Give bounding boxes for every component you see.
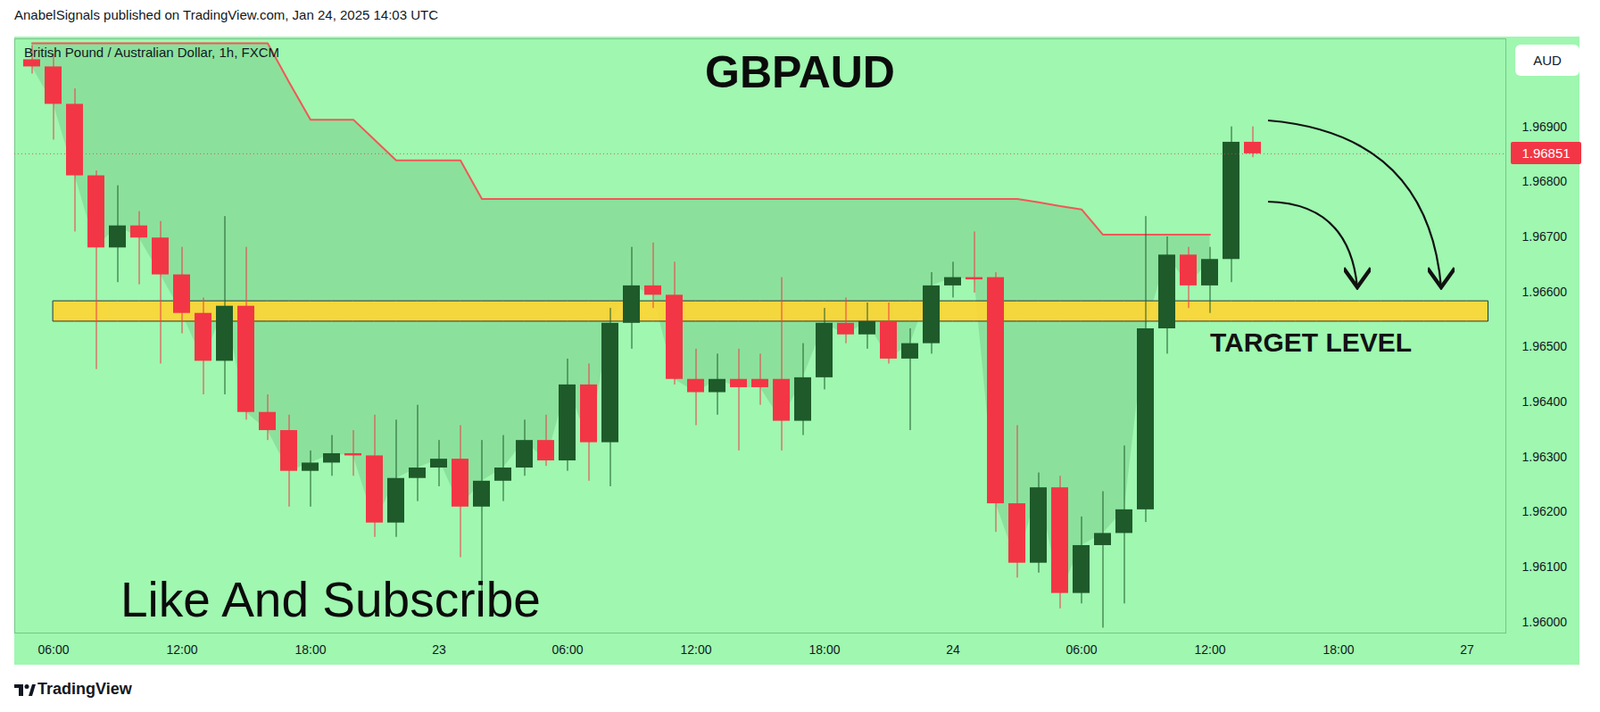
svg-text:1.96600: 1.96600 <box>1522 284 1568 299</box>
svg-text:18:00: 18:00 <box>1322 642 1354 657</box>
svg-text:1.96200: 1.96200 <box>1522 504 1568 519</box>
svg-text:1.96900: 1.96900 <box>1522 119 1568 134</box>
html-text:1.96851: 1.96851 <box>1521 145 1571 161</box>
svg-text:12:00: 12:00 <box>165 642 198 657</box>
html-text:British Pound / Australian Dol: British Pound / Australian Dollar, 1h, F… <box>24 44 280 60</box>
svg-text:06:00: 06:00 <box>551 642 583 657</box>
svg-text:18:00: 18:00 <box>294 642 326 657</box>
svg-text:1.96300: 1.96300 <box>1522 449 1568 465</box>
svg-text:18:00: 18:00 <box>808 642 840 657</box>
svg-text:24: 24 <box>945 642 961 657</box>
html-text:AnabelSignals published on Tra: AnabelSignals published on TradingView.c… <box>14 7 439 23</box>
svg-text:1.96800: 1.96800 <box>1522 174 1568 189</box>
svg-text:12:00: 12:00 <box>679 642 712 657</box>
html-text:AUD: AUD <box>1533 52 1562 68</box>
html-text:GBPAUD: GBPAUD <box>704 47 896 98</box>
html-text:TradingView: TradingView <box>37 679 132 698</box>
svg-text:27: 27 <box>1459 642 1475 657</box>
svg-text:1.96400: 1.96400 <box>1522 394 1568 409</box>
svg-text:1.96700: 1.96700 <box>1522 229 1568 244</box>
svg-text:12:00: 12:00 <box>1193 642 1226 657</box>
svg-text:23: 23 <box>431 642 447 657</box>
svg-text:TARGET LEVEL: TARGET LEVEL <box>1210 327 1412 357</box>
html-text:Like And Subscribe: Like And Subscribe <box>120 572 541 628</box>
svg-text:1.96100: 1.96100 <box>1522 559 1568 574</box>
svg-text:06:00: 06:00 <box>37 642 69 657</box>
svg-text:1.96000: 1.96000 <box>1522 614 1568 630</box>
svg-text:06:00: 06:00 <box>1065 642 1097 657</box>
svg-text:1.96500: 1.96500 <box>1522 339 1568 354</box>
